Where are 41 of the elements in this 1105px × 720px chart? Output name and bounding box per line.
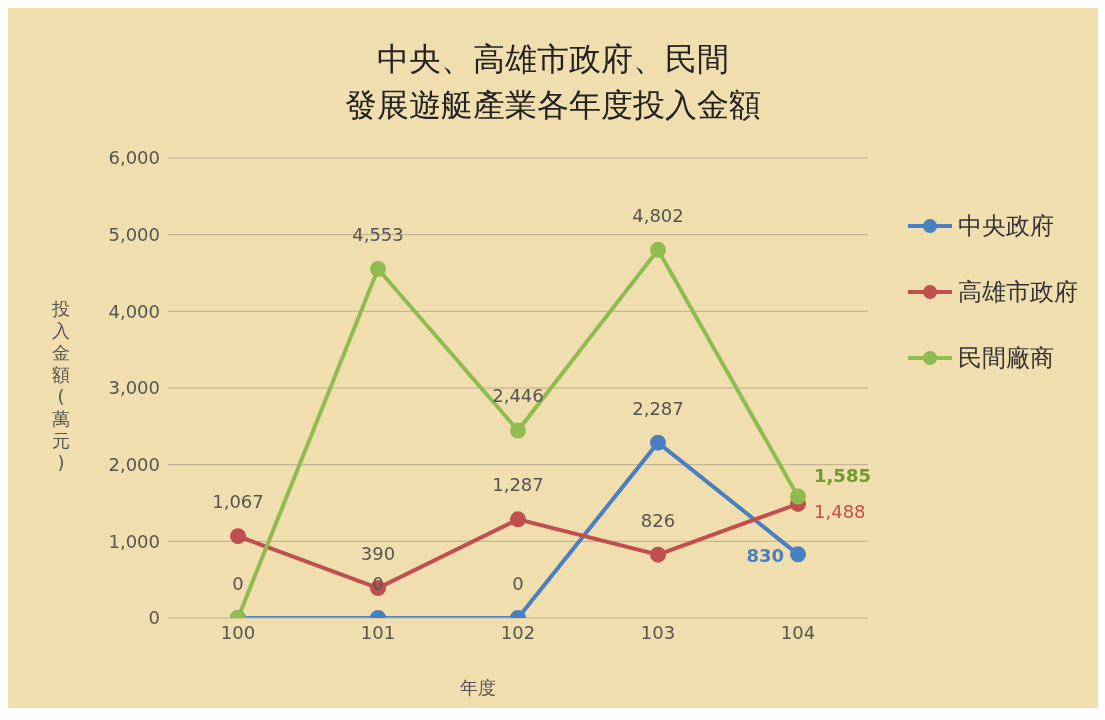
data-label: 1,287 bbox=[492, 474, 544, 496]
y-tick-label: 2,000 bbox=[108, 454, 160, 476]
data-label: 1,585 bbox=[814, 465, 871, 487]
data-label: 830 bbox=[746, 545, 784, 567]
x-tick-label: 102 bbox=[500, 621, 536, 643]
y-tick-label: 5,000 bbox=[108, 224, 160, 246]
point bbox=[230, 528, 246, 545]
point bbox=[510, 422, 526, 439]
point bbox=[790, 488, 806, 505]
y-tick-label: 1,000 bbox=[108, 530, 160, 552]
data-label: 0 bbox=[232, 573, 244, 594]
data-label: 1,067 bbox=[212, 491, 264, 513]
y-tick-label: 4,000 bbox=[108, 300, 160, 322]
y-tick-label: 3,000 bbox=[108, 377, 160, 399]
legend-label: 中央政府 bbox=[958, 211, 1054, 242]
data-label: 1,488 bbox=[814, 500, 866, 522]
x-tick-label: 101 bbox=[360, 621, 396, 643]
data-label: 390 bbox=[360, 543, 396, 565]
point bbox=[650, 434, 666, 451]
x-tick-label: 103 bbox=[640, 621, 676, 643]
point bbox=[790, 546, 806, 563]
legend-label: 民間廠商 bbox=[958, 343, 1054, 374]
legend-label: 高雄市政府 bbox=[958, 277, 1078, 308]
y-tick-label: 0 bbox=[148, 607, 160, 629]
point bbox=[650, 546, 666, 563]
x-tick-label: 104 bbox=[780, 621, 816, 643]
point bbox=[370, 260, 386, 277]
data-label: 2,287 bbox=[632, 397, 684, 419]
point bbox=[650, 241, 666, 258]
data-label: 4,553 bbox=[352, 223, 404, 245]
data-label: 2,446 bbox=[492, 385, 544, 407]
data-label: 0 bbox=[512, 573, 524, 594]
x-axis-title: 年度 bbox=[459, 676, 497, 700]
chart-title: 中央、高雄市政府、民間 bbox=[376, 39, 730, 80]
point bbox=[510, 511, 526, 528]
y-axis-title: 投入金額(萬元) bbox=[51, 298, 71, 474]
x-tick-label: 100 bbox=[220, 621, 256, 643]
data-label: 4,802 bbox=[632, 204, 684, 226]
data-label: 826 bbox=[640, 509, 676, 531]
chart-subtitle: 發展遊艇產業各年度投入金額 bbox=[344, 85, 762, 126]
y-tick-label: 6,000 bbox=[108, 147, 160, 169]
